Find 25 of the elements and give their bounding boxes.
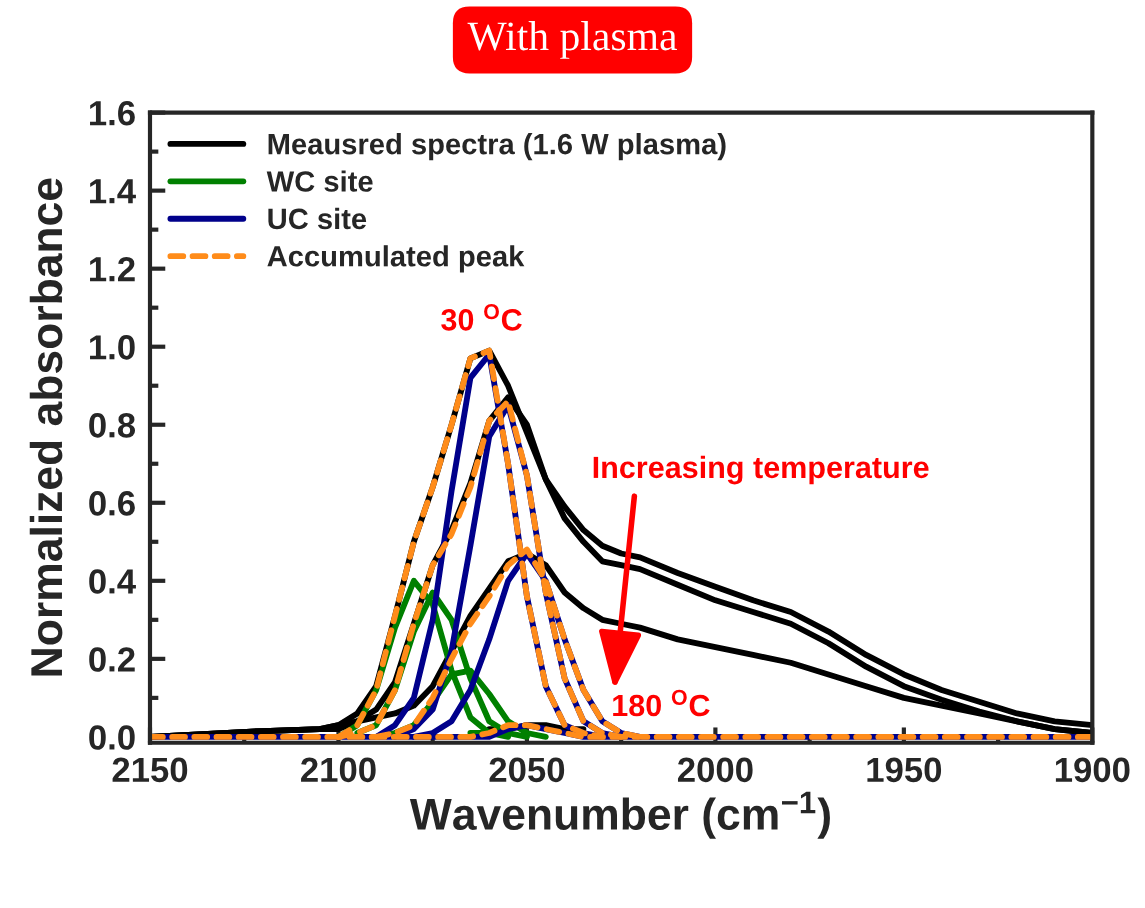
- y-tick-label: 0.2: [89, 647, 135, 672]
- legend-label: UC site: [268, 207, 367, 230]
- legend-label: Meausred spectra (1.6 W plasma): [268, 133, 726, 161]
- x-tick-label: 1950: [867, 757, 942, 783]
- chart-title: With plasma: [467, 21, 677, 59]
- y-tick-label: 0.6: [89, 491, 135, 516]
- x-tick-label: 2150: [112, 757, 188, 783]
- annotation: 30 $^{O}$C: [441, 304, 522, 331]
- y-tick-label: 1.6: [90, 100, 135, 126]
- x-axis-title: Wavenumber (cm$^{−1}$): [409, 791, 830, 839]
- y-tick-label: 1.2: [90, 257, 135, 282]
- legend-label: WC site: [266, 170, 373, 192]
- x-tick-label: 2000: [677, 757, 753, 783]
- x-tick-label: 2050: [489, 757, 565, 783]
- x-tick-label: 2100: [301, 757, 376, 783]
- y-tick-label: 0.4: [89, 569, 136, 594]
- y-tick-label: 1.4: [90, 179, 136, 204]
- y-tick-label: 0.8: [89, 413, 136, 438]
- legend-label: Accumulated peak: [267, 245, 525, 273]
- annotation: 180 $^{O}$C: [613, 689, 710, 717]
- x-tick-label: 1900: [1055, 757, 1130, 783]
- y-axis-title: Normalized absorbance: [29, 178, 63, 676]
- annotation: Increasing temperature: [593, 455, 929, 485]
- y-tick-label: 0.0: [89, 725, 135, 750]
- y-tick-label: 1.0: [90, 335, 135, 360]
